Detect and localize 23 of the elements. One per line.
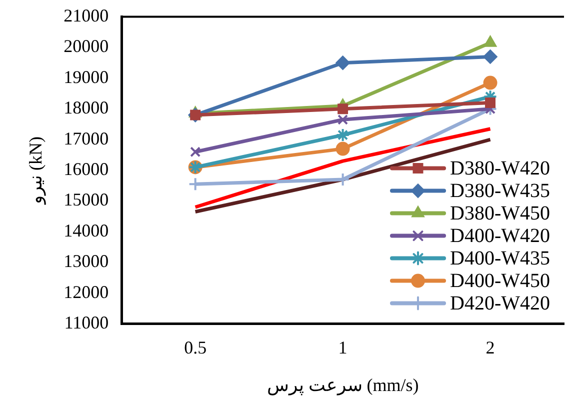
y-tick-label: 13000: [64, 251, 109, 272]
legend-label: D420-W420: [450, 292, 550, 315]
legend-label: D380-W435: [450, 180, 550, 202]
y-tick-label: 14000: [64, 220, 109, 240]
y-tick-label: 15000: [64, 190, 109, 210]
y-tick-label: 16000: [64, 159, 109, 180]
legend-label: D380-W450: [450, 202, 550, 225]
y-tick-label: 19000: [64, 66, 109, 87]
x-tick-label: 0.5: [184, 337, 207, 358]
y-tick-label: 18000: [64, 98, 109, 118]
legend-label: D380-W420: [450, 158, 550, 180]
y-tick-label: 17000: [64, 128, 109, 148]
y-tick-label: 12000: [64, 282, 109, 302]
legend-label: D400-W420: [450, 225, 550, 248]
y-tick-label: 21000: [64, 6, 109, 26]
y-axis-title: نیرو (kN): [26, 136, 47, 206]
legend-label: D400-W435: [450, 248, 550, 270]
legend-label: D400-W450: [450, 270, 550, 292]
x-tick-label: 1: [338, 337, 348, 358]
y-tick-label: 11000: [64, 312, 109, 333]
x-tick-label: 2: [486, 337, 495, 358]
y-tick-label: 20000: [64, 36, 109, 56]
x-axis-title: سرعت پرس (mm/s): [266, 374, 419, 396]
